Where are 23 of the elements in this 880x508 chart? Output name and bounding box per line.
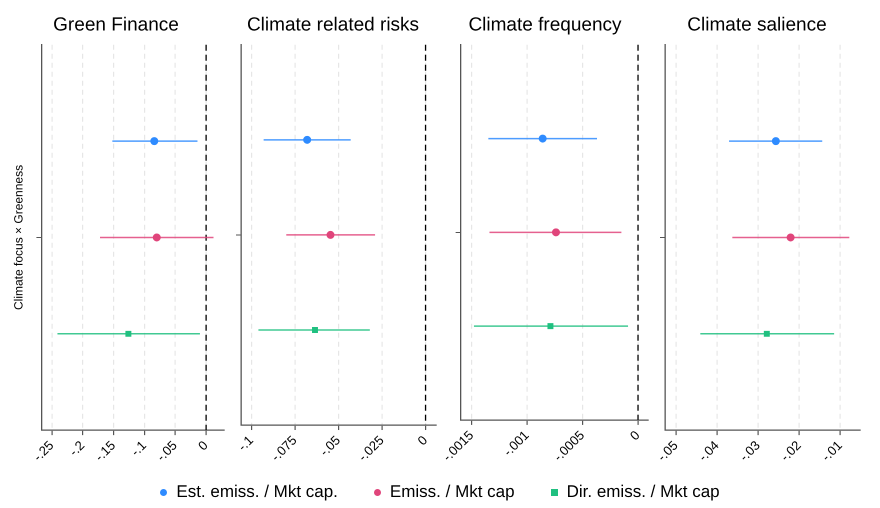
x-tick-label: -.01 bbox=[818, 438, 845, 464]
chart-title: Climate salience bbox=[687, 14, 827, 36]
x-tick-label: -.03 bbox=[736, 438, 763, 464]
legend-label: Emiss. / Mkt cap bbox=[390, 482, 515, 502]
legend-label: Dir. emiss. / Mkt cap bbox=[566, 482, 720, 502]
legend-label: Est. emiss. / Mkt cap. bbox=[176, 482, 338, 502]
x-tick-label: -.05 bbox=[153, 438, 180, 464]
x-tick-label: -.15 bbox=[92, 438, 118, 464]
x-tick-label: -.1 bbox=[128, 438, 150, 460]
chart-title: Climate frequency bbox=[468, 14, 622, 36]
x-tick-label: -.25 bbox=[30, 438, 57, 464]
y-axis-title: Climate focus × Greenness bbox=[12, 164, 26, 310]
x-tick-label: 0 bbox=[414, 432, 430, 448]
x-tick-label: -.2 bbox=[66, 438, 88, 460]
x-tick-label: -.05 bbox=[316, 432, 344, 460]
x-tick-label: -.1 bbox=[234, 432, 256, 454]
x-tick-label: 0 bbox=[195, 438, 211, 454]
chart-title: Green Finance bbox=[53, 14, 179, 36]
chart-title: Climate related risks bbox=[246, 14, 420, 36]
x-tick-label: 0 bbox=[626, 427, 643, 444]
x-tick-label: -.05 bbox=[654, 438, 681, 464]
x-tick-label: -.02 bbox=[777, 438, 804, 464]
x-tick-label: -.04 bbox=[695, 438, 722, 464]
